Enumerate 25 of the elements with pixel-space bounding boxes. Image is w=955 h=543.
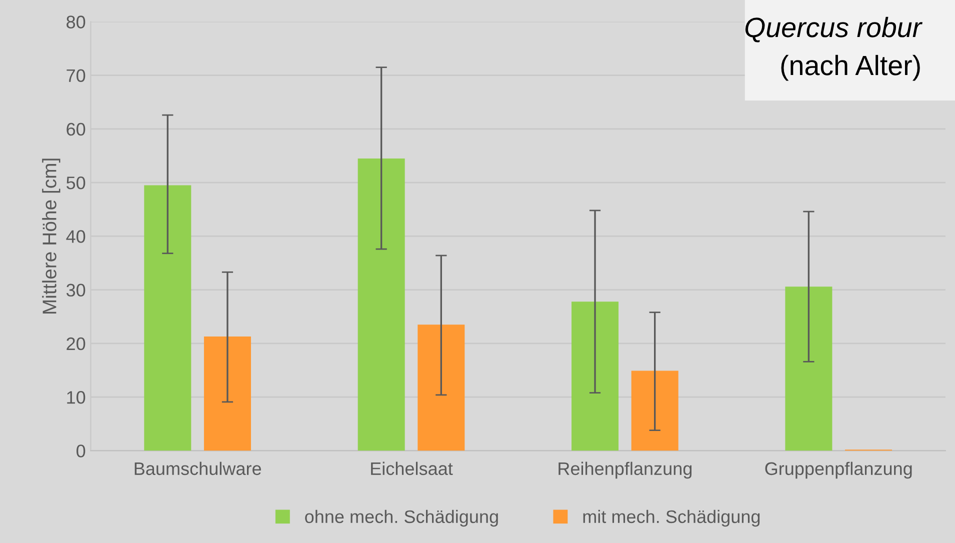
legend-label: ohne mech. Schädigung xyxy=(305,510,498,527)
y-axis-title: Mittlere Höhe [cm] xyxy=(42,158,60,314)
bar xyxy=(785,286,832,451)
y-tick-label: 40 xyxy=(66,230,86,243)
y-tick-label: 70 xyxy=(66,69,86,82)
y-tick-label: 60 xyxy=(66,122,86,136)
bar xyxy=(572,302,619,451)
bar xyxy=(204,336,251,451)
x-tick-label: Baumschulware xyxy=(134,462,261,476)
x-tick-label: Reihenpflanzung xyxy=(558,462,692,479)
x-tick-label: Eichelsaat xyxy=(371,462,453,476)
y-tick-label: 20 xyxy=(66,337,86,350)
bar xyxy=(358,158,405,451)
annotation: (nach Alter) xyxy=(781,54,920,81)
y-tick-label: 0 xyxy=(76,444,86,458)
annotation: Quercus robur xyxy=(745,16,923,42)
bar xyxy=(631,370,678,451)
legend-label: mit mech. Schädigung xyxy=(583,510,760,527)
x-tick-label: Gruppenpflanzung xyxy=(765,462,912,479)
y-tick-label: 10 xyxy=(67,391,86,404)
y-tick-label: 30 xyxy=(66,284,86,297)
y-tick-label: 50 xyxy=(66,176,86,190)
bar xyxy=(144,185,192,451)
y-tick-label: 80 xyxy=(66,16,86,28)
bar xyxy=(418,324,465,451)
